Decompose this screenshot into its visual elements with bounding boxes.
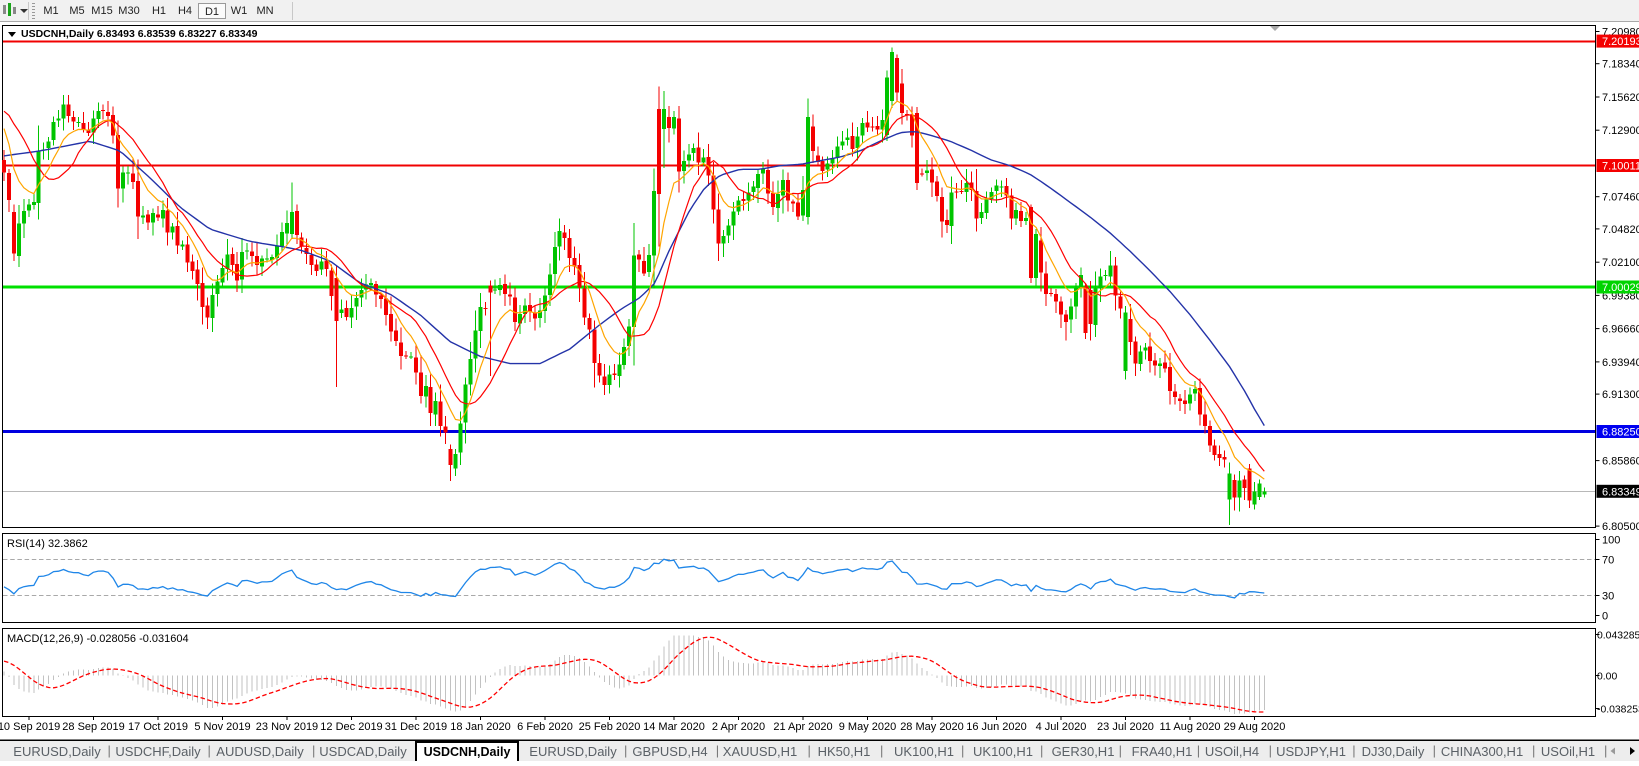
svg-text:7.20193: 7.20193 bbox=[1602, 36, 1639, 48]
svg-text:6.96660: 6.96660 bbox=[1602, 324, 1639, 336]
svg-text:6.83349: 6.83349 bbox=[1602, 486, 1639, 498]
svg-text:14 Mar 2020: 14 Mar 2020 bbox=[643, 721, 705, 733]
svg-text:2 Apr 2020: 2 Apr 2020 bbox=[712, 721, 765, 733]
svg-text:7.18340: 7.18340 bbox=[1602, 59, 1639, 71]
svg-text:RSI(14) 32.3862: RSI(14) 32.3862 bbox=[7, 538, 88, 550]
svg-text:100: 100 bbox=[1602, 535, 1620, 547]
svg-text:6.93940: 6.93940 bbox=[1602, 357, 1639, 369]
svg-text:7.02100: 7.02100 bbox=[1602, 257, 1639, 269]
svg-text:7.15620: 7.15620 bbox=[1602, 92, 1639, 104]
svg-text:6.85860: 6.85860 bbox=[1602, 456, 1639, 468]
svg-text:7.00029: 7.00029 bbox=[1602, 282, 1639, 294]
svg-text:7.04820: 7.04820 bbox=[1602, 224, 1639, 236]
svg-text:0: 0 bbox=[1602, 611, 1608, 623]
svg-text:12 Dec 2019: 12 Dec 2019 bbox=[320, 721, 382, 733]
svg-text:0.043285: 0.043285 bbox=[1597, 631, 1639, 642]
svg-text:MACD(12,26,9) -0.028056 -0.031: MACD(12,26,9) -0.028056 -0.031604 bbox=[7, 633, 189, 645]
svg-text:31 Dec 2019: 31 Dec 2019 bbox=[385, 721, 447, 733]
svg-text:7.07460: 7.07460 bbox=[1602, 192, 1639, 204]
svg-text:10 Sep 2019: 10 Sep 2019 bbox=[0, 721, 60, 733]
svg-text:23 Jul 2020: 23 Jul 2020 bbox=[1097, 721, 1154, 733]
svg-text:0.00: 0.00 bbox=[1597, 672, 1617, 683]
svg-text:6.80500: 6.80500 bbox=[1602, 521, 1639, 533]
svg-text:-0.038253: -0.038253 bbox=[1597, 705, 1639, 716]
svg-text:7.12900: 7.12900 bbox=[1602, 125, 1639, 137]
svg-text:9 May 2020: 9 May 2020 bbox=[839, 721, 896, 733]
svg-text:7.10011: 7.10011 bbox=[1602, 161, 1639, 173]
svg-text:21 Apr 2020: 21 Apr 2020 bbox=[773, 721, 832, 733]
svg-text:11 Aug 2020: 11 Aug 2020 bbox=[1160, 721, 1221, 733]
svg-text:5 Nov 2019: 5 Nov 2019 bbox=[194, 721, 250, 733]
svg-text:28 Sep 2019: 28 Sep 2019 bbox=[62, 721, 124, 733]
svg-text:6 Feb 2020: 6 Feb 2020 bbox=[517, 721, 573, 733]
svg-text:6.88250: 6.88250 bbox=[1602, 427, 1639, 439]
svg-text:29 Aug 2020: 29 Aug 2020 bbox=[1224, 721, 1286, 733]
svg-text:USDCNH,Daily 6.83493 6.83539: USDCNH,Daily 6.83493 6.83539 6.83227 6.8… bbox=[21, 28, 258, 40]
svg-text:70: 70 bbox=[1602, 555, 1614, 567]
svg-text:25 Feb 2020: 25 Feb 2020 bbox=[579, 721, 641, 733]
svg-text:18 Jan 2020: 18 Jan 2020 bbox=[450, 721, 511, 733]
svg-text:17 Oct 2019: 17 Oct 2019 bbox=[128, 721, 188, 733]
svg-text:16 Jun 2020: 16 Jun 2020 bbox=[966, 721, 1027, 733]
svg-text:6.91300: 6.91300 bbox=[1602, 389, 1639, 401]
svg-text:23 Nov 2019: 23 Nov 2019 bbox=[256, 721, 318, 733]
svg-text:4 Jul 2020: 4 Jul 2020 bbox=[1036, 721, 1087, 733]
svg-text:30: 30 bbox=[1602, 591, 1614, 603]
svg-text:28 May 2020: 28 May 2020 bbox=[900, 721, 964, 733]
